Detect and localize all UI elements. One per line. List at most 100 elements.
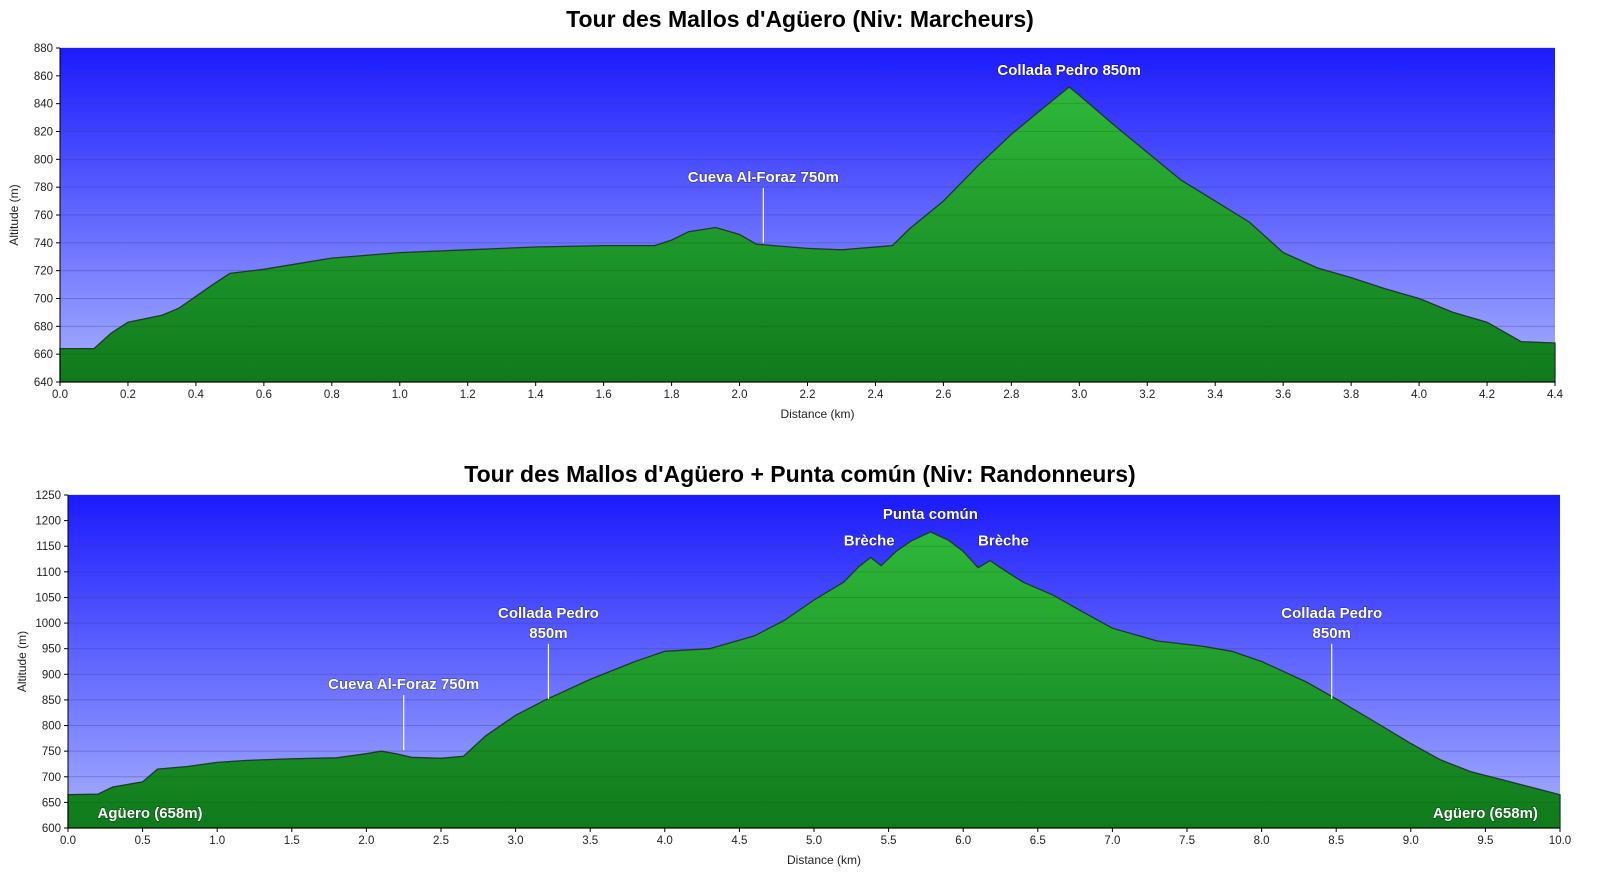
x-tick-label: 7.5 — [1179, 835, 1195, 847]
y-tick-label: 840 — [34, 99, 53, 111]
x-tick-label: 3.0 — [508, 835, 524, 847]
y-tick-label: 1250 — [35, 490, 61, 502]
x-tick-label: 2.0 — [732, 389, 748, 401]
y-tick-label: 950 — [42, 644, 61, 656]
annotation-label: 850m — [1313, 625, 1351, 642]
x-tick-label: 0.4 — [188, 389, 205, 401]
elevation-area — [59, 86, 1556, 383]
y-tick-label: 600 — [42, 823, 61, 835]
x-tick-label: 7.0 — [1104, 835, 1120, 847]
annotation-label: 850m — [529, 625, 567, 642]
x-tick-label: 4.2 — [1479, 389, 1495, 401]
y-tick-label: 800 — [42, 721, 61, 733]
x-tick-label: 0.0 — [60, 835, 76, 847]
x-tick-label: 3.6 — [1275, 389, 1291, 401]
x-tick-label: 1.2 — [460, 389, 476, 401]
annotation-label: Collada Pedro 850m — [997, 62, 1140, 79]
annotation: Agüero (658m) — [97, 804, 203, 822]
x-tick-label: 4.0 — [1411, 389, 1427, 401]
y-tick-label: 900 — [42, 669, 61, 681]
x-tick-label: 8.0 — [1254, 835, 1270, 847]
x-tick-label: 9.5 — [1477, 835, 1493, 847]
y-tick-label: 720 — [34, 266, 53, 278]
x-tick-label: 8.5 — [1328, 835, 1344, 847]
y-tick-label: 1100 — [36, 567, 61, 579]
elevation-chart-marcheurs: Tour des Mallos d'Agüero (Niv: Marcheurs… — [0, 0, 1600, 440]
annotation: Collada Pedro 850m — [497, 604, 599, 699]
y-tick-label: 1200 — [35, 516, 61, 528]
annotation: Agüero (658m) — [1432, 804, 1538, 822]
y-tick-label: 660 — [34, 349, 53, 361]
annotation-label: Collada Pedro — [1281, 605, 1382, 622]
annotation-label: Cueva Al-Foraz 750m — [328, 676, 479, 693]
y-tick-label: 1000 — [35, 618, 61, 630]
x-axis-title: Distance (km) — [787, 853, 861, 867]
x-tick-label: 0.5 — [135, 835, 151, 847]
y-tick-label: 700 — [42, 772, 61, 784]
y-tick-label: 820 — [34, 127, 53, 139]
annotation-label: Punta común — [883, 506, 978, 523]
chart-title: Tour des Mallos d'Agüero + Punta común (… — [464, 461, 1136, 487]
x-tick-label: 6.5 — [1030, 835, 1046, 847]
chart-svg: 640 660 680 700 720 740 760 780 800 820 840 860 880 0… — [7, 43, 1564, 421]
y-axis-title: Altitude (m) — [15, 631, 29, 692]
x-tick-label: 2.8 — [1003, 389, 1019, 401]
x-tick-label: 2.2 — [800, 389, 816, 401]
x-tick-label: 1.0 — [392, 389, 408, 401]
x-tick-label: 6.0 — [955, 835, 971, 847]
y-tick-label: 1050 — [35, 592, 61, 604]
x-tick-label: 9.0 — [1403, 835, 1419, 847]
x-tick-label: 10.0 — [1549, 835, 1571, 847]
annotation: Punta común — [882, 505, 978, 523]
x-tick-label: 3.5 — [582, 835, 598, 847]
y-tick-label: 650 — [42, 797, 61, 809]
x-tick-label: 2.0 — [358, 835, 374, 847]
annotation: Brèche — [977, 532, 1029, 550]
y-tick-label: 800 — [34, 154, 53, 166]
x-tick-label: 1.5 — [284, 835, 300, 847]
annotation: Brèche — [843, 532, 895, 550]
annotation: Collada Pedro 850m — [1281, 604, 1383, 699]
y-tick-label: 1150 — [36, 541, 61, 553]
annotation-label: Agüero (658m) — [1433, 805, 1538, 822]
x-tick-label: 3.0 — [1071, 389, 1087, 401]
y-tick-label: 700 — [34, 294, 53, 306]
x-axis-title: Distance (km) — [780, 407, 854, 421]
elevation-area — [67, 531, 1561, 829]
x-tick-label: 1.8 — [664, 389, 680, 401]
x-tick-label: 1.4 — [528, 389, 545, 401]
x-tick-label: 3.2 — [1139, 389, 1155, 401]
annotation-label: Agüero (658m) — [98, 805, 203, 822]
y-tick-label: 640 — [34, 377, 53, 389]
x-tick-label: 4.4 — [1547, 389, 1564, 401]
y-tick-label: 850 — [42, 695, 61, 707]
x-tick-label: 5.0 — [806, 835, 822, 847]
y-tick-label: 780 — [34, 182, 53, 194]
x-tick-label: 0.2 — [120, 389, 136, 401]
x-tick-label: 0.6 — [256, 389, 272, 401]
annotation-label: Collada Pedro — [498, 605, 599, 622]
y-tick-label: 860 — [34, 71, 53, 83]
elevation-chart-randonneurs: Tour des Mallos d'Agüero + Punta común (… — [0, 455, 1600, 891]
annotation-label: Brèche — [978, 533, 1029, 550]
y-tick-label: 750 — [42, 746, 61, 758]
x-tick-label: 3.4 — [1207, 389, 1224, 401]
x-tick-label: 4.5 — [731, 835, 747, 847]
y-tick-label: 880 — [34, 43, 53, 55]
annotation: Cueva Al-Foraz 750m — [687, 168, 840, 243]
x-tick-label: 4.0 — [657, 835, 673, 847]
x-tick-label: 0.0 — [52, 389, 68, 401]
x-tick-label: 5.5 — [881, 835, 897, 847]
x-tick-label: 1.0 — [209, 835, 225, 847]
y-axis-title: Altitude (m) — [7, 184, 21, 245]
chart-svg: 600 650 700 750 800 850 900 950 1000 1050 1100 1150… — [15, 490, 1571, 867]
x-tick-label: 2.4 — [867, 389, 884, 401]
annotation-label: Cueva Al-Foraz 750m — [688, 169, 839, 186]
x-tick-label: 1.6 — [596, 389, 612, 401]
x-tick-label: 2.5 — [433, 835, 449, 847]
y-tick-label: 740 — [34, 238, 53, 250]
y-tick-label: 760 — [34, 210, 53, 222]
x-tick-label: 2.6 — [935, 389, 951, 401]
y-tick-label: 680 — [34, 321, 53, 333]
x-tick-label: 3.8 — [1343, 389, 1359, 401]
